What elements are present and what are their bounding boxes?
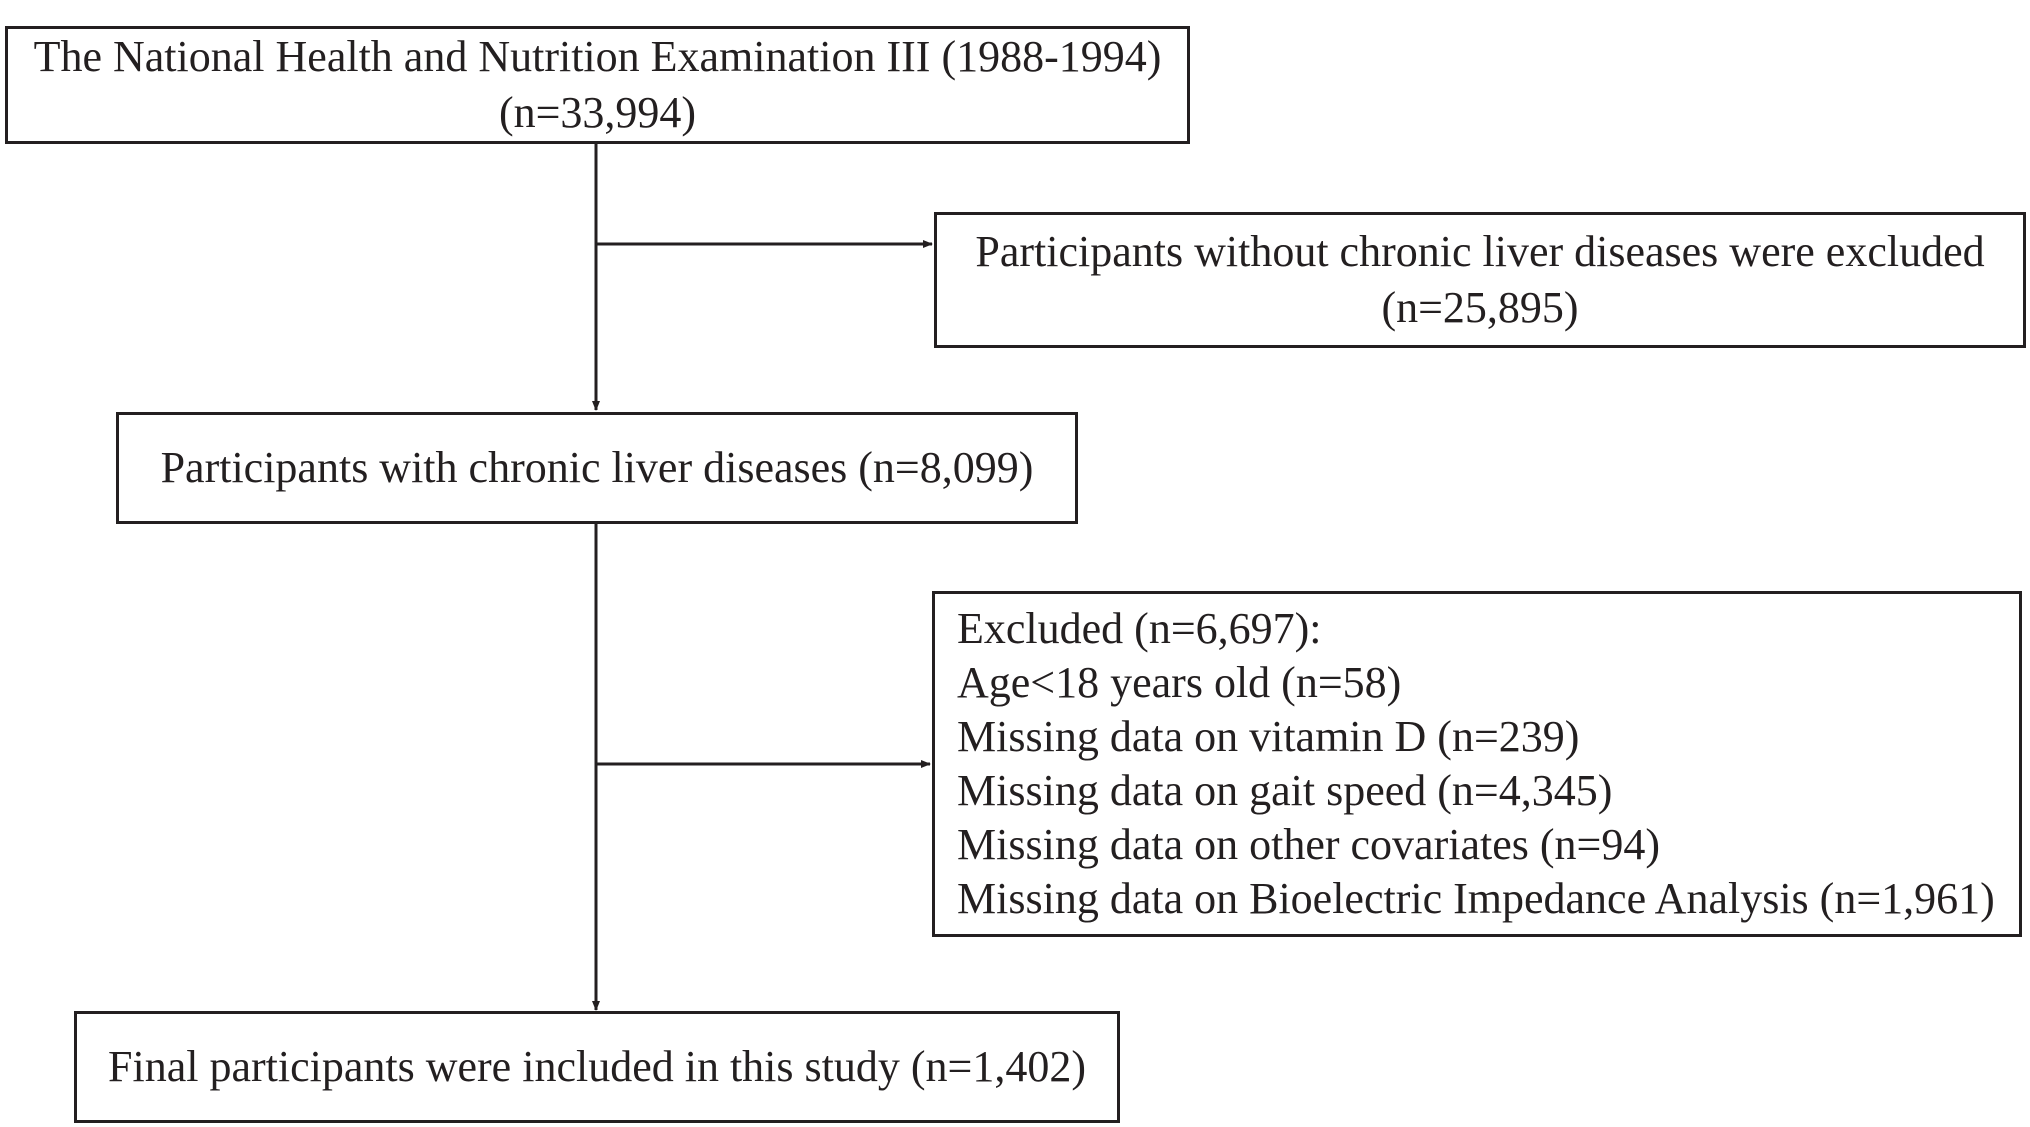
chronic-liver-disease-box: Participants with chronic liver diseases… — [116, 412, 1078, 524]
source-population-title: The National Health and Nutrition Examin… — [33, 32, 1162, 81]
exclusion-age: Age<18 years old (n=58) — [957, 658, 1402, 707]
exclusion-criteria-box: Excluded (n=6,697): Age<18 years old (n=… — [932, 591, 2022, 937]
final-participants-box: Final participants were included in this… — [74, 1011, 1120, 1123]
exclusion-total: Excluded (n=6,697): — [957, 604, 1322, 653]
final-participants-label: Final participants were included in this… — [108, 1042, 1086, 1091]
exclusion-other-covariates: Missing data on other covariates (n=94) — [957, 820, 1660, 869]
source-population-box: The National Health and Nutrition Examin… — [5, 26, 1190, 144]
chronic-liver-disease-label: Participants with chronic liver diseases… — [160, 443, 1034, 492]
exclusion-no-liver-disease-count: (n=25,895) — [1381, 283, 1579, 332]
exclusion-no-liver-disease-box: Participants without chronic liver disea… — [934, 212, 2026, 348]
source-population-count: (n=33,994) — [498, 88, 697, 137]
exclusion-no-liver-disease-label: Participants without chronic liver disea… — [975, 227, 1985, 276]
exclusion-bia: Missing data on Bioelectric Impedance An… — [957, 874, 1995, 923]
exclusion-vitamin-d: Missing data on vitamin D (n=239) — [957, 712, 1580, 761]
exclusion-gait-speed: Missing data on gait speed (n=4,345) — [957, 766, 1613, 815]
